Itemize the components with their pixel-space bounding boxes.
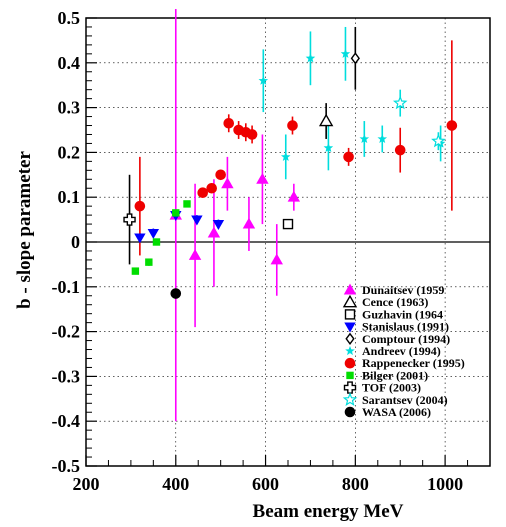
data-point [287, 190, 301, 202]
y-tick-label: 0 [71, 232, 80, 252]
data-point [197, 187, 209, 199]
data-point [246, 129, 258, 140]
legend-marker [344, 309, 356, 320]
legend-marker [344, 357, 356, 369]
y-axis-label: b - slope parameter [14, 151, 35, 309]
data-markers [123, 48, 458, 299]
data-point [343, 151, 354, 163]
data-point [270, 253, 283, 265]
legend-label: Andreev (1994) [362, 344, 441, 358]
legend-marker [342, 294, 358, 308]
data-point [359, 133, 370, 144]
y-tick-label: -0.4 [52, 411, 81, 431]
data-point [323, 142, 334, 152]
data-point [147, 228, 160, 239]
data-point [242, 217, 256, 229]
axis-ticks [85, 17, 491, 467]
legend-marker [344, 406, 356, 418]
legend-label: TOF (2003) [362, 381, 421, 395]
legend-label: Bilger (2001) [362, 368, 428, 382]
legend-marker [343, 283, 357, 295]
x-tick-labels: 200 400 600 800 1000 [73, 474, 464, 494]
data-point [340, 48, 351, 58]
data-point [377, 133, 388, 144]
x-tick-label: 200 [73, 474, 100, 494]
legend-label: Cence (1963) [362, 295, 428, 309]
data-point [318, 113, 334, 127]
y-tick-label: -0.5 [52, 456, 81, 476]
x-tick-label: 400 [162, 474, 189, 494]
data-point [431, 133, 446, 148]
data-point [350, 52, 360, 65]
y-tick-label: 0.1 [58, 187, 81, 207]
legend-marker [344, 322, 356, 333]
data-point [258, 75, 269, 85]
legend-marker [345, 345, 355, 356]
data-point [134, 200, 146, 212]
legend-label: Rappenecker (1995) [362, 356, 465, 370]
y-tick-label: -0.2 [52, 322, 81, 342]
x-tick-label: 1000 [427, 474, 463, 494]
y-tick-label: 0.5 [58, 8, 81, 28]
data-point [172, 209, 180, 217]
data-point [191, 215, 203, 226]
data-point [152, 238, 161, 246]
y-tick-label: 0.3 [58, 98, 81, 118]
data-point [223, 117, 235, 129]
legend-marker [342, 392, 358, 406]
legend-marker [345, 332, 355, 345]
data-point [188, 249, 202, 260]
data-point [256, 172, 269, 184]
data-point [446, 120, 458, 131]
legend-label: Guzhavin (1964 [362, 307, 443, 321]
x-tick-label: 600 [252, 474, 279, 494]
legend-label: Comptour (1994) [362, 332, 450, 346]
data-point [183, 200, 191, 208]
y-tick-labels: -0.5 -0.4 -0.3 -0.2 -0.1 0 0.1 0.2 0.3 0.4 0.5 [52, 8, 81, 476]
data-point [280, 151, 291, 161]
data-point [207, 226, 221, 238]
legend-label: WASA (2006) [362, 405, 431, 419]
y-tick-label: 0.2 [58, 142, 81, 162]
legend-marker [346, 371, 354, 380]
data-point [206, 182, 217, 194]
data-point [134, 233, 146, 244]
legend-label: Dunaitsev (1959 [362, 283, 444, 297]
y-tick-label: -0.3 [52, 366, 81, 386]
y-tick-label: -0.1 [52, 277, 81, 297]
data-point [392, 95, 408, 110]
data-point [221, 177, 234, 189]
data-point [305, 53, 316, 63]
data-point [170, 288, 182, 299]
data-point [212, 220, 225, 230]
data-point [215, 169, 226, 181]
data-point [145, 258, 153, 266]
data-point [287, 120, 298, 131]
data-point [394, 144, 406, 156]
x-tick-label: 800 [342, 474, 369, 494]
y-tick-label: 0.4 [58, 53, 81, 73]
legend-label: Sarantsev (2004) [362, 393, 448, 407]
legend-label: Stanislaus (1991) [362, 320, 449, 334]
data-point [282, 218, 294, 230]
x-axis-label: Beam energy MeV [253, 501, 404, 522]
data-point [123, 213, 136, 226]
data-point [131, 267, 140, 275]
legend-marker [343, 381, 357, 394]
